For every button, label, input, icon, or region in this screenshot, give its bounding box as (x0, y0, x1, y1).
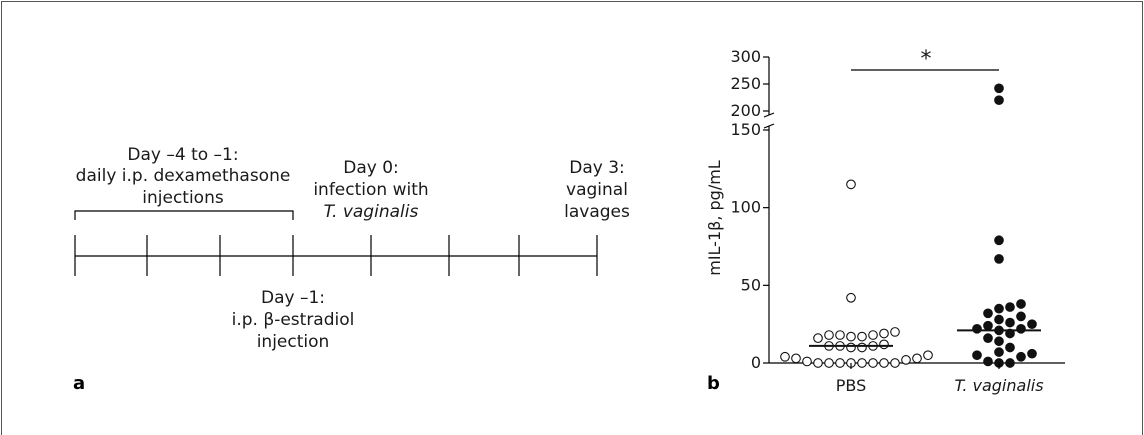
tvaginalis-point (972, 323, 982, 334)
lavage-annotation-line2: vaginal (566, 180, 628, 200)
infection-annotation-line2: infection with (313, 180, 428, 200)
tvaginalis-point (1016, 299, 1026, 309)
chart-categories: PBS T. vaginalis (836, 363, 1044, 395)
tvaginalis-point (1005, 358, 1015, 368)
y-tick-label: 150 (730, 120, 761, 139)
pbs-point (791, 353, 801, 364)
tvaginalis-point (994, 303, 1004, 314)
pbs-point (879, 358, 889, 368)
dexamethasone-bracket (74, 210, 294, 220)
pbs-point (824, 358, 834, 368)
pbs-point (890, 358, 900, 368)
tvaginalis-point (994, 347, 1004, 357)
tvaginalis-point (994, 314, 1004, 325)
timeline-panel: Day –4 to –1: daily i.p. dexamethasone i… (73, 145, 630, 394)
pbs-point (824, 330, 834, 340)
infection-annotation-line1: Day 0: (343, 158, 399, 178)
dexamethasone-annotation-line2: daily i.p. dexamethasone (76, 166, 291, 186)
tvaginalis-point (994, 336, 1004, 347)
significance-star: * (921, 47, 932, 72)
chart-medians (809, 329, 1041, 347)
tvaginalis-point (1005, 302, 1015, 312)
tvaginalis-point (983, 308, 993, 319)
tvaginalis-point (994, 83, 1004, 94)
estradiol-annotation-line3: injection (257, 332, 330, 352)
y-tick-label: 300 (730, 47, 761, 66)
pbs-point (780, 351, 790, 362)
pbs-point (912, 353, 922, 364)
pbs-point (901, 355, 911, 365)
tvaginalis-point (994, 254, 1004, 264)
panel-a-label: a (73, 373, 85, 394)
lavage-annotation-line3: lavages (564, 202, 630, 222)
axis-break-mark (763, 123, 775, 129)
pbs-point (857, 342, 867, 353)
pbs-point (890, 327, 900, 337)
pbs-point (813, 333, 823, 343)
tvaginalis-point (994, 95, 1004, 106)
pbs-point (846, 342, 856, 353)
x-category-label: PBS (836, 376, 867, 395)
tvaginalis-point (1016, 323, 1026, 334)
y-axis-label: mIL-1β, pg/mL (705, 160, 724, 276)
pbs-point (857, 331, 867, 342)
chart-points (780, 83, 1037, 368)
tvaginalis-point (983, 356, 993, 367)
tvaginalis-point (1027, 319, 1037, 330)
panel-b-label: b (707, 373, 720, 394)
tvaginalis-point (1027, 348, 1037, 359)
y-tick-label: 250 (730, 74, 761, 93)
y-tick-label: 0 (751, 353, 761, 372)
lavage-annotation-line1: Day 3: (569, 158, 625, 178)
pbs-point (846, 179, 856, 190)
tvaginalis-point (983, 333, 993, 343)
pbs-point (802, 356, 812, 367)
x-category-label: T. vaginalis (954, 376, 1043, 395)
pbs-point (868, 358, 878, 368)
dexamethasone-annotation-line3: injections (142, 188, 224, 208)
tvaginalis-point (1005, 317, 1015, 328)
dexamethasone-annotation-line1: Day –4 to –1: (127, 145, 238, 165)
infection-annotation-line3: T. vaginalis (324, 202, 419, 222)
estradiol-annotation-line2: i.p. β-estradiol (232, 310, 355, 330)
tvaginalis-point (994, 235, 1004, 246)
pbs-point (868, 330, 878, 340)
pbs-point (846, 292, 856, 303)
y-tick-label: 200 (730, 101, 761, 120)
tvaginalis-point (1016, 351, 1026, 362)
estradiol-annotation-line1: Day –1: (261, 288, 325, 308)
y-tick-label: 50 (741, 275, 761, 294)
pbs-point (835, 330, 845, 340)
pbs-point (857, 358, 867, 368)
tvaginalis-point (983, 320, 993, 331)
pbs-point (813, 358, 823, 368)
tvaginalis-point (972, 350, 982, 361)
pbs-point (923, 350, 933, 361)
y-tick-label: 100 (730, 198, 761, 217)
tvaginalis-point (1005, 342, 1015, 353)
pbs-point (846, 331, 856, 342)
pbs-point (835, 358, 845, 368)
pbs-point (879, 339, 889, 350)
axis-break-mark (763, 112, 775, 118)
tvaginalis-point (1016, 311, 1026, 322)
pbs-point (879, 328, 889, 339)
